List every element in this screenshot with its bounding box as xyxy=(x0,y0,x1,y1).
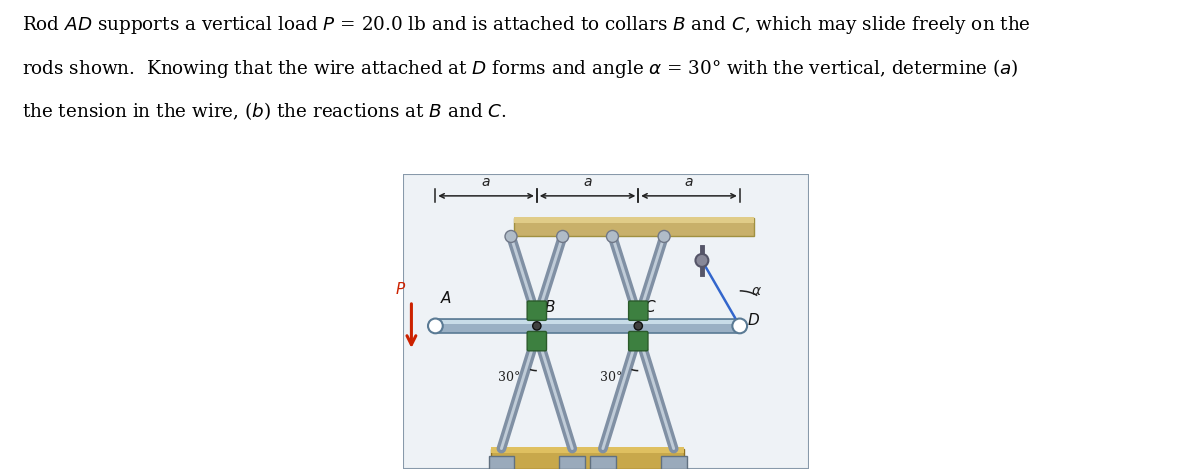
Circle shape xyxy=(634,322,642,330)
Text: $B$: $B$ xyxy=(545,299,556,315)
Text: rods shown.  Knowing that the wire attached at $D$ forms and angle $\alpha$ = 30: rods shown. Knowing that the wire attach… xyxy=(22,57,1019,80)
FancyBboxPatch shape xyxy=(436,320,739,324)
Circle shape xyxy=(658,230,670,242)
FancyBboxPatch shape xyxy=(559,456,586,469)
Text: $a$: $a$ xyxy=(583,176,593,189)
Text: $C$: $C$ xyxy=(644,299,656,315)
Text: Rod $AD$ supports a vertical load $P$ = 20.0 lb and is attached to collars $B$ a: Rod $AD$ supports a vertical load $P$ = … xyxy=(22,14,1031,36)
FancyBboxPatch shape xyxy=(514,218,754,237)
Text: $D$: $D$ xyxy=(748,312,760,328)
Text: 30°: 30° xyxy=(600,371,622,384)
Text: $A$: $A$ xyxy=(440,289,452,306)
FancyBboxPatch shape xyxy=(403,174,809,469)
FancyBboxPatch shape xyxy=(491,448,684,469)
FancyBboxPatch shape xyxy=(514,217,754,223)
Text: 30°: 30° xyxy=(498,371,521,384)
FancyBboxPatch shape xyxy=(527,301,546,320)
FancyBboxPatch shape xyxy=(527,331,546,351)
Circle shape xyxy=(696,254,708,267)
Text: $a$: $a$ xyxy=(684,176,694,189)
FancyBboxPatch shape xyxy=(590,456,616,469)
FancyBboxPatch shape xyxy=(491,446,684,453)
Text: $a$: $a$ xyxy=(481,176,491,189)
FancyBboxPatch shape xyxy=(629,331,648,351)
FancyBboxPatch shape xyxy=(436,319,739,333)
Circle shape xyxy=(505,230,517,242)
Circle shape xyxy=(606,230,618,242)
Circle shape xyxy=(428,318,443,333)
FancyBboxPatch shape xyxy=(629,301,648,320)
FancyBboxPatch shape xyxy=(661,456,686,469)
FancyBboxPatch shape xyxy=(488,456,515,469)
Text: $\alpha$: $\alpha$ xyxy=(751,284,762,298)
Circle shape xyxy=(557,230,569,242)
Text: $P$: $P$ xyxy=(395,281,406,298)
Text: the tension in the wire, ($b$) the reactions at $B$ and $C$.: the tension in the wire, ($b$) the react… xyxy=(22,100,506,122)
Circle shape xyxy=(732,318,748,333)
Circle shape xyxy=(533,322,541,330)
